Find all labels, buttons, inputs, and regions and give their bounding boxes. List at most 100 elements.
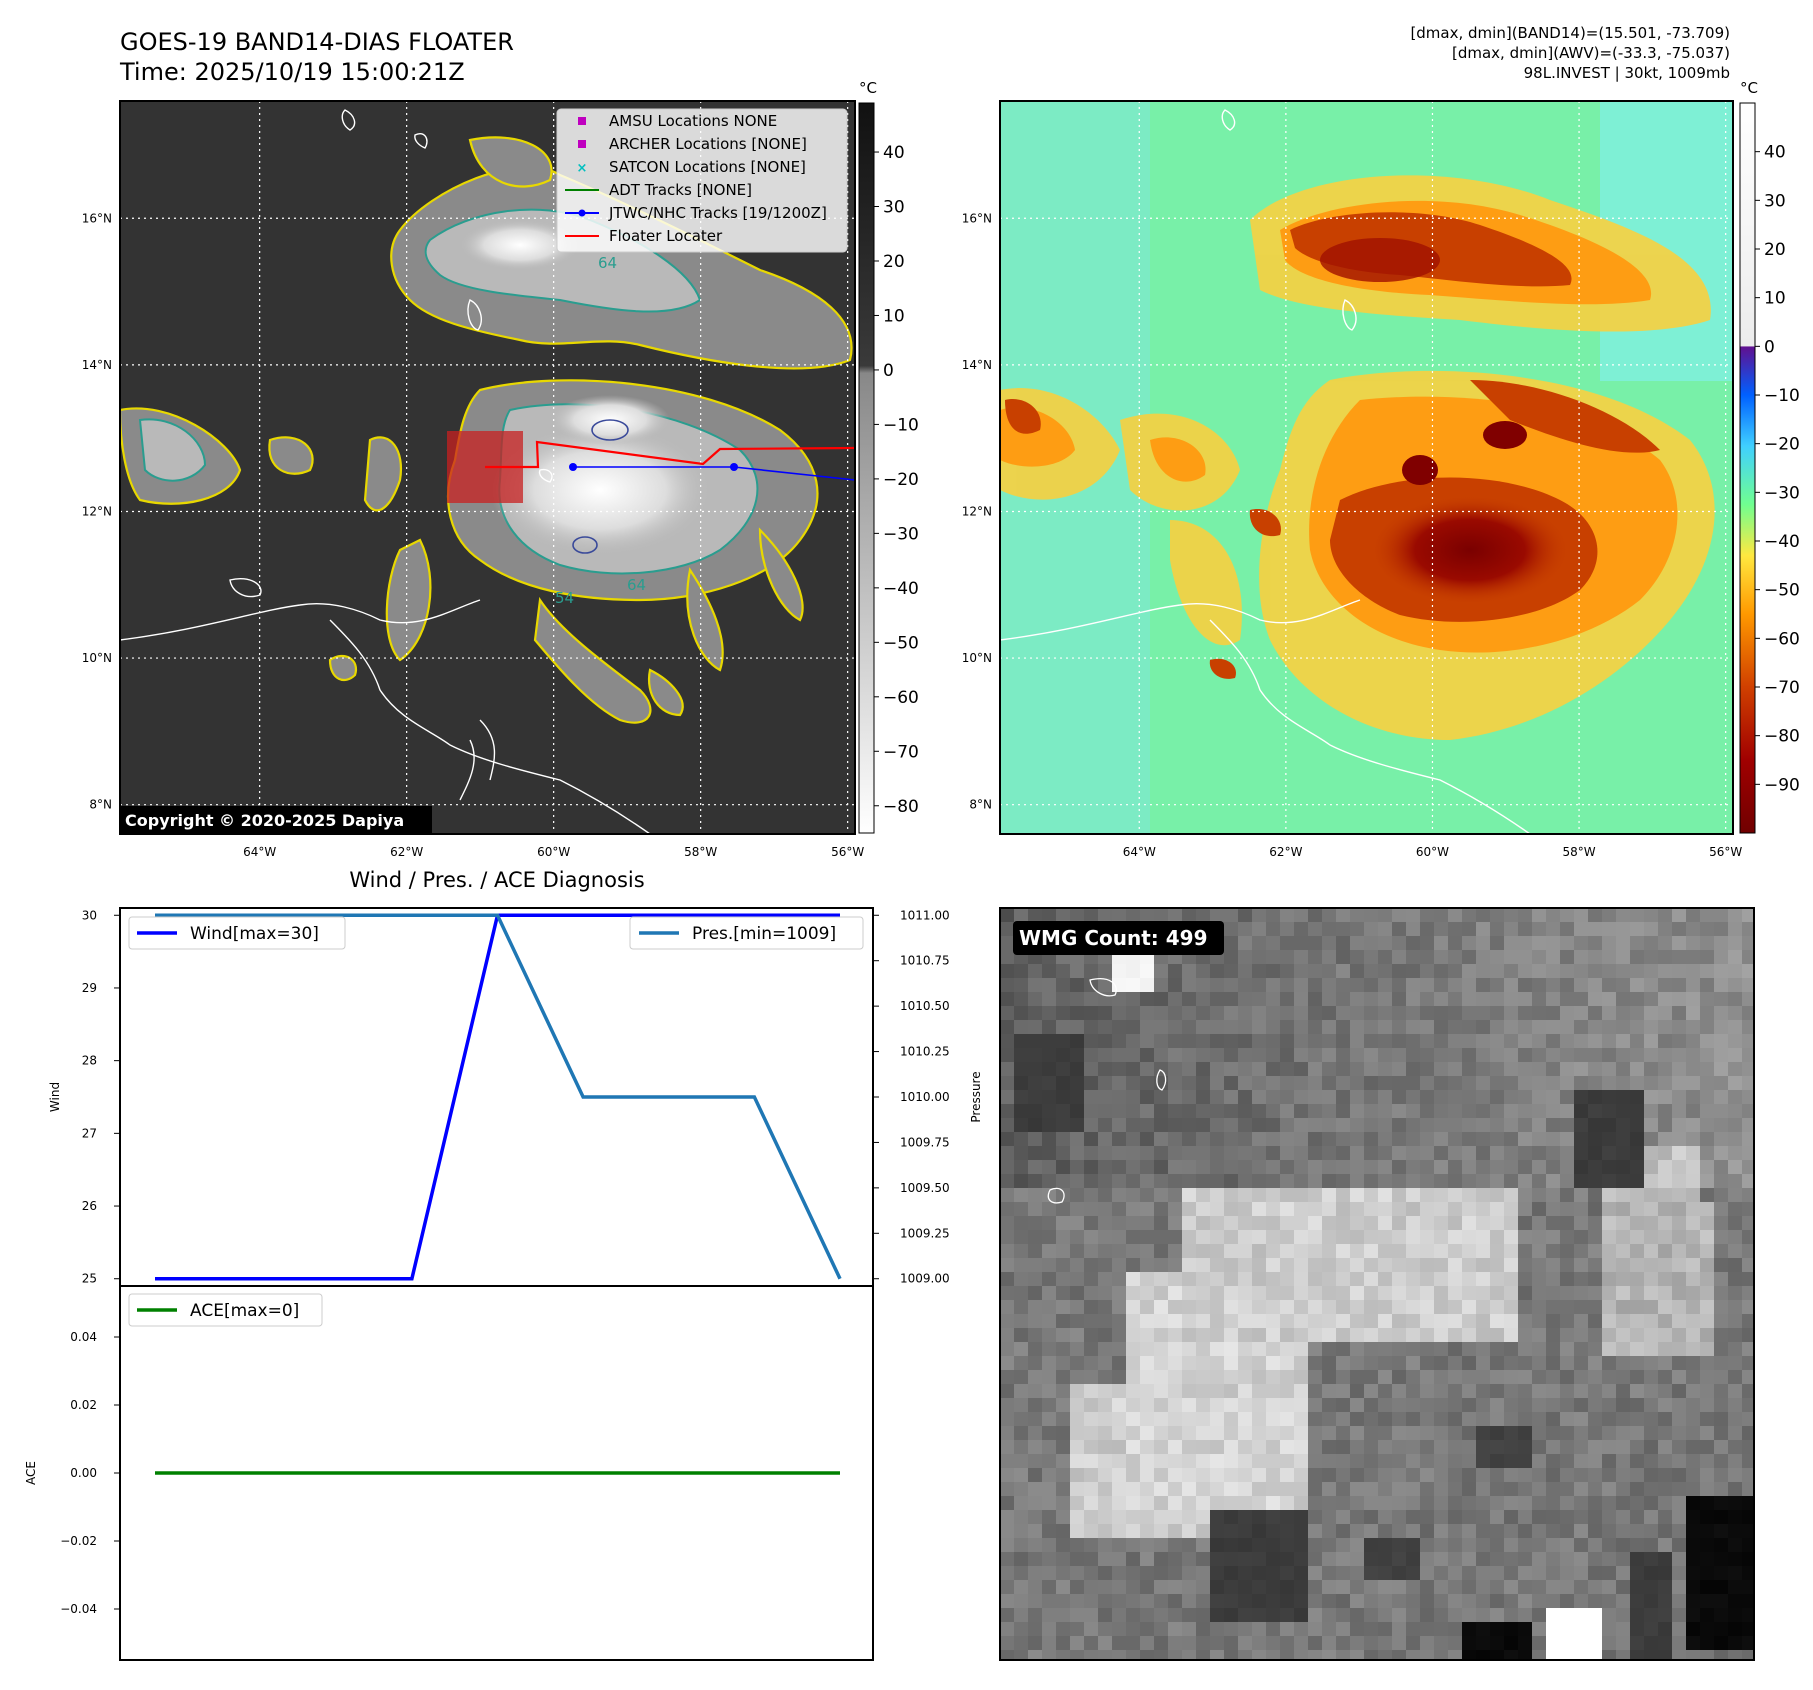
wmg-pixel	[1728, 1272, 1743, 1287]
wmg-pixel	[1434, 1132, 1449, 1147]
wmg-pixel	[1084, 1636, 1099, 1651]
wmg-pixel	[1560, 1048, 1575, 1063]
wmg-pixel	[1070, 1202, 1085, 1217]
wmg-pixel	[1574, 1510, 1589, 1525]
wmg-pixel	[1336, 1188, 1351, 1203]
wmg-pixel	[1406, 1412, 1421, 1427]
wmg-pixel	[1210, 908, 1225, 923]
wmg-pixel	[1420, 1580, 1435, 1595]
wmg-pixel	[1728, 1566, 1743, 1581]
wmg-pixel	[1406, 1230, 1421, 1245]
wmg-pixel	[1308, 978, 1323, 993]
wmg-pixel	[1140, 1146, 1155, 1161]
wmg-pixel	[1252, 950, 1267, 965]
wmg-pixel	[1238, 1174, 1253, 1189]
wmg-pixel	[1560, 1202, 1575, 1217]
wmg-pixel	[1140, 1034, 1155, 1049]
wmg-pixel	[1014, 1076, 1029, 1091]
wmg-pixel	[1126, 1118, 1141, 1133]
wmg-pixel	[1126, 1062, 1141, 1077]
wmg-pixel	[1266, 1020, 1281, 1035]
ace-tick-label: 0.00	[70, 1466, 97, 1480]
wmg-pixel	[1644, 1468, 1659, 1483]
wmg-pixel	[1252, 1244, 1267, 1259]
wmg-pixel	[1518, 1132, 1533, 1147]
wmg-pixel	[1714, 1426, 1729, 1441]
wmg-pixel	[1378, 978, 1393, 993]
wmg-pixel	[1126, 1188, 1141, 1203]
wmg-pixel	[1434, 1622, 1449, 1637]
wmg-pixel	[1672, 1636, 1687, 1651]
wmg-pixel	[1224, 1342, 1239, 1357]
wmg-pixel	[1084, 1006, 1099, 1021]
wmg-pixel	[1140, 1314, 1155, 1329]
wmg-pixel	[1154, 1076, 1169, 1091]
wmg-pixel	[1238, 1398, 1253, 1413]
wmg-pixel	[1630, 1510, 1645, 1525]
wmg-pixel	[1308, 1440, 1323, 1455]
wmg-pixel	[1322, 1020, 1337, 1035]
wmg-pixel	[1644, 1272, 1659, 1287]
wmg-pixel	[1056, 1328, 1071, 1343]
wmg-pixel	[1322, 1244, 1337, 1259]
wmg-pixel	[1266, 1468, 1281, 1483]
wmg-pixel	[1112, 1188, 1127, 1203]
wmg-pixel	[1028, 1244, 1043, 1259]
wmg-pixel	[1518, 936, 1533, 951]
wmg-pixel	[1518, 1300, 1533, 1315]
wmg-pixel	[1602, 950, 1617, 965]
wmg-pixel	[1714, 992, 1729, 1007]
wmg-pixel	[1364, 1608, 1379, 1623]
wmg-pixel	[1658, 1440, 1673, 1455]
wmg-pixel	[1168, 1132, 1183, 1147]
wmg-pixel	[1574, 1552, 1589, 1567]
wmg-pixel	[1280, 1650, 1295, 1660]
wmg-pixel	[1644, 992, 1659, 1007]
ir-map-lon-label: 56°W	[831, 845, 864, 859]
wmg-pixel	[1476, 1188, 1491, 1203]
wmg-pixel	[1112, 1048, 1127, 1063]
wmg-pixel	[1518, 950, 1533, 965]
wmg-pixel	[1546, 1174, 1561, 1189]
wmg-pixel	[1364, 1398, 1379, 1413]
wmg-pixel	[1000, 1636, 1015, 1651]
wmg-pixel	[1686, 1300, 1701, 1315]
wmg-pixel	[1602, 1300, 1617, 1315]
wmg-pixel	[1518, 964, 1533, 979]
wmg-pixel	[1574, 1230, 1589, 1245]
wmg-pixel	[1434, 1314, 1449, 1329]
wmg-pixel	[1658, 1020, 1673, 1035]
wmg-pixel	[1448, 1594, 1463, 1609]
wmg-pixel	[1252, 1398, 1267, 1413]
wmg-pixel	[1574, 1370, 1589, 1385]
wmg-pixel	[1588, 1524, 1603, 1539]
wmg-pixel	[1028, 1384, 1043, 1399]
wmg-pixel	[1252, 908, 1267, 923]
wind-tick-label: 26	[82, 1199, 97, 1213]
wmg-pixel	[1742, 1006, 1754, 1021]
wmg-pixel	[1112, 1202, 1127, 1217]
wmg-pixel	[1336, 978, 1351, 993]
wmg-pixel	[1686, 1580, 1701, 1595]
wmg-pixel	[1602, 1342, 1617, 1357]
wmg-pixel	[1490, 1594, 1505, 1609]
wmg-pixel	[1000, 1006, 1015, 1021]
wmg-pixel	[1182, 1608, 1197, 1623]
wmg-pixel	[1070, 1272, 1085, 1287]
wmg-pixel	[1308, 1104, 1323, 1119]
wmg-pixel	[1350, 1146, 1365, 1161]
wmg-pixel	[1448, 1524, 1463, 1539]
wmg-pixel	[1070, 1538, 1085, 1553]
wmg-pixel	[1112, 1636, 1127, 1651]
ace-tick-label: −0.02	[60, 1534, 97, 1548]
wmg-pixel	[1364, 1300, 1379, 1315]
wmg-pixel	[1434, 1230, 1449, 1245]
wmg-pixel	[1728, 1328, 1743, 1343]
wmg-pixel	[1014, 1580, 1029, 1595]
wmg-pixel	[1280, 1342, 1295, 1357]
wmg-pixel	[1140, 1496, 1155, 1511]
wmg-pixel	[1266, 1454, 1281, 1469]
wmg-pixel	[1434, 1454, 1449, 1469]
wmg-pixel	[1378, 1482, 1393, 1497]
wmg-pixel	[1028, 1342, 1043, 1357]
